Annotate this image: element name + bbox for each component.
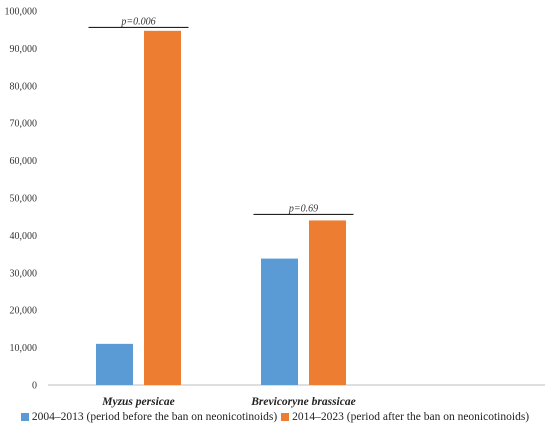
y-tick-label: 50,000 [10, 194, 38, 205]
y-tick-label: 100,000 [5, 7, 38, 18]
y-tick-label: 10,000 [10, 343, 38, 354]
legend: 2004–2013 (period before the ban on neon… [0, 411, 550, 423]
legend-label-after-ban: 2014–2023 (period after the ban on neoni… [292, 411, 530, 423]
bar [309, 220, 346, 385]
legend-item-after-ban: 2014–2023 (period after the ban on neoni… [281, 411, 529, 423]
category-label: Myzus persicae [101, 396, 175, 408]
y-tick-label: 60,000 [10, 156, 38, 167]
y-tick-label: 70,000 [10, 119, 38, 130]
y-tick-label: 20,000 [10, 306, 38, 317]
p-value-label: p=0.69 [288, 203, 318, 214]
legend-label-before-ban: 2004–2013 (period before the ban on neon… [31, 411, 278, 423]
p-value-label: p=0.006 [120, 16, 155, 27]
y-tick-label: 30,000 [10, 268, 38, 279]
legend-item-before-ban: 2004–2013 (period before the ban on neon… [20, 411, 278, 423]
bar-chart: 0 10,000 20,000 30,000 40,000 50,000 60,000 70,… [5, 7, 545, 408]
bar [261, 258, 298, 385]
bar [96, 343, 133, 385]
y-tick-label: 90,000 [10, 44, 38, 55]
y-tick-label: 80,000 [10, 81, 38, 92]
category-label: Brevicoryne brassicae [250, 396, 355, 408]
y-tick-label: 40,000 [10, 231, 38, 242]
legend-swatch-after-ban [281, 413, 290, 421]
bar [144, 30, 181, 386]
y-tick-label: 0 [32, 381, 37, 392]
legend-swatch-before-ban [20, 413, 29, 421]
